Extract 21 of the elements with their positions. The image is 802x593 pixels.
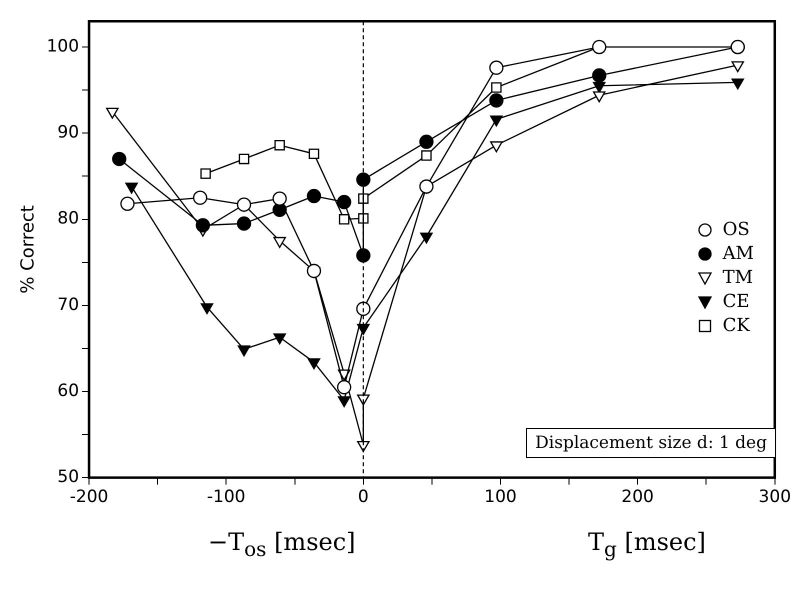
- x-tick-label: 100: [484, 487, 517, 508]
- legend-label: CE: [722, 290, 750, 314]
- y-tick-label: 80: [57, 208, 80, 229]
- y-tick-label: 90: [57, 122, 80, 143]
- text: T$_{g}$ [msec]: [588, 528, 706, 561]
- y-axis-title: % Correct: [17, 205, 38, 294]
- y-tick-label: 60: [57, 380, 80, 401]
- annotation: Displacement size d: 1 deg: [526, 428, 776, 458]
- x-tick-label: 200: [621, 487, 654, 508]
- y-tick-label: 100: [46, 36, 80, 56]
- legend-label: TM: [722, 266, 753, 290]
- x-tick-label: 300: [758, 487, 792, 508]
- x-tick-label: -200: [70, 487, 108, 508]
- x-tick-label: -100: [206, 487, 246, 508]
- y-tick-label: 50: [57, 467, 80, 488]
- legend-label: CK: [722, 314, 750, 338]
- x-tick-label: 0: [358, 487, 369, 508]
- y-tick-label: 70: [57, 294, 80, 315]
- x-axis-title: −T$_{os}$ [msec]: [208, 528, 356, 561]
- legend-label: AM: [722, 242, 754, 266]
- legend-label: OS: [722, 218, 750, 242]
